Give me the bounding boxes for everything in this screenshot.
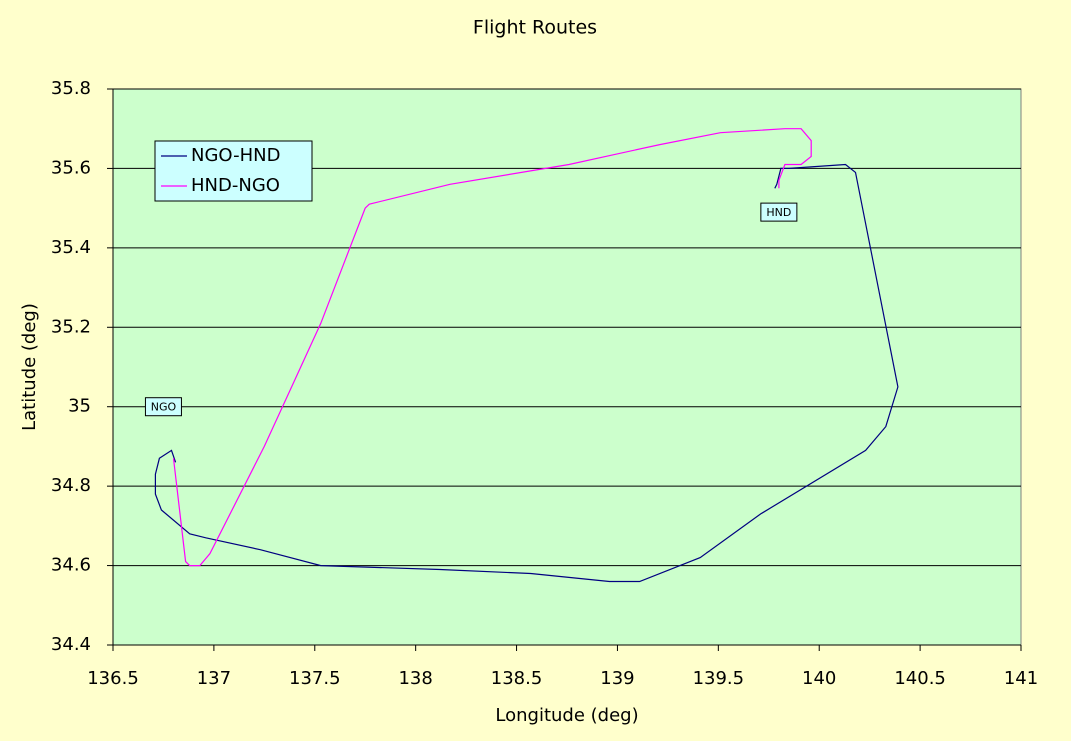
- x-axis-label: Longitude (deg): [495, 705, 638, 726]
- x-tick-label: 139.5: [693, 668, 745, 689]
- x-tick-label: 140.5: [894, 668, 946, 689]
- x-tick-label: 139: [600, 668, 634, 689]
- x-tick-label: 140: [802, 668, 836, 689]
- y-tick-label: 35.2: [51, 316, 91, 337]
- route-line: [154, 163, 899, 583]
- annotation-box: [760, 202, 798, 222]
- y-tick-label: 34.6: [51, 555, 91, 576]
- x-tick-label: 141: [1004, 668, 1038, 689]
- route-line: [172, 128, 812, 567]
- y-tick-label: 35: [68, 396, 91, 417]
- x-tick-label: 137: [197, 668, 231, 689]
- annotation-label: HND: [766, 206, 791, 219]
- x-tick-label: 138: [398, 668, 432, 689]
- annotation-label: NGO: [151, 401, 177, 414]
- legend-label: NGO-HND: [191, 145, 280, 166]
- chart-title: Flight Routes: [473, 17, 597, 39]
- legend-box: [154, 140, 313, 202]
- legend-label: HND-NGO: [191, 175, 280, 196]
- y-axis-label: Latitude (deg): [19, 303, 40, 431]
- x-tick-label: 137.5: [289, 668, 341, 689]
- x-tick-label: 136.5: [87, 668, 139, 689]
- y-tick-label: 34.8: [51, 475, 91, 496]
- y-tick-label: 35.4: [51, 237, 91, 258]
- y-tick-label: 34.4: [51, 634, 91, 655]
- x-tick-label: 138.5: [491, 668, 543, 689]
- y-tick-label: 35.6: [51, 157, 91, 178]
- y-tick-label: 35.8: [51, 78, 91, 99]
- annotation-box: [144, 397, 182, 417]
